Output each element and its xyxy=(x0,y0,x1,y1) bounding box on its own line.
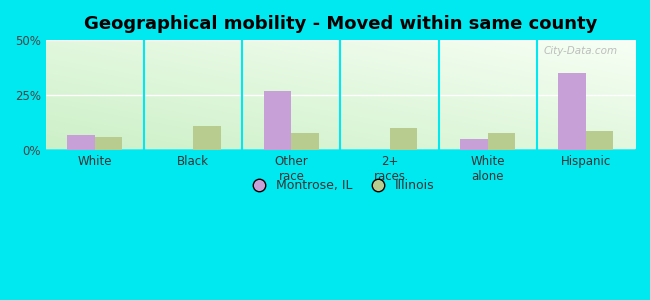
Bar xyxy=(389,128,417,150)
Text: City-Data.com: City-Data.com xyxy=(543,46,618,56)
Bar xyxy=(488,133,515,150)
Legend: Montrose, IL, Illinois: Montrose, IL, Illinois xyxy=(241,174,440,197)
Bar xyxy=(291,133,319,150)
Bar xyxy=(95,137,122,150)
Bar xyxy=(264,91,291,150)
Bar xyxy=(586,130,614,150)
Bar xyxy=(558,73,586,150)
Title: Geographical mobility - Moved within same county: Geographical mobility - Moved within sam… xyxy=(84,15,597,33)
Bar xyxy=(460,139,488,150)
Bar xyxy=(193,126,220,150)
Bar xyxy=(68,135,95,150)
